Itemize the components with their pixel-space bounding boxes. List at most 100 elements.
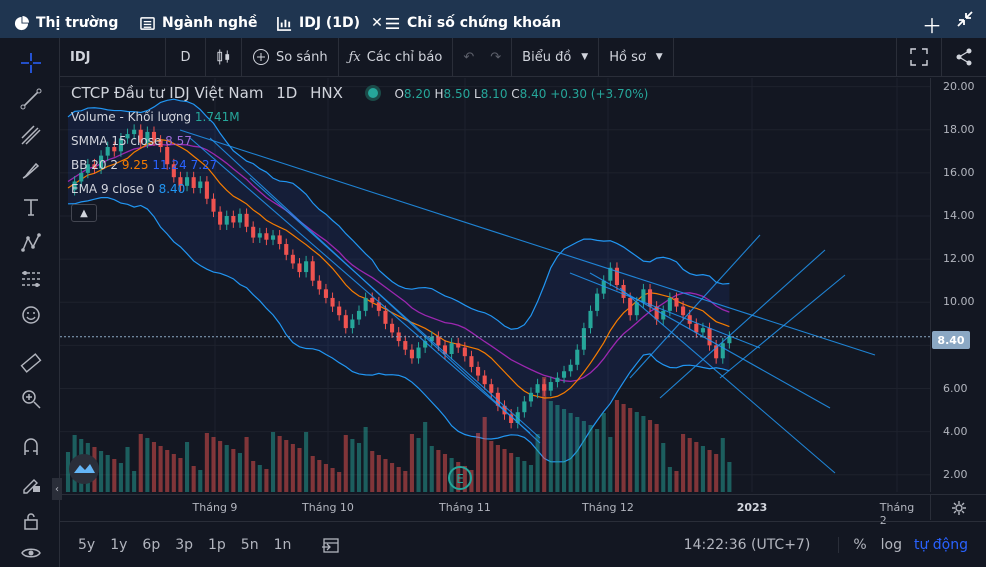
candle-body: [138, 129, 143, 143]
timeframe-1d[interactable]: 1n: [273, 536, 292, 553]
collapse-legend-button[interactable]: ▲: [71, 204, 97, 222]
volume-bar: [608, 437, 613, 492]
volume-bar: [647, 420, 653, 492]
candle-body: [601, 280, 606, 294]
candle-body: [409, 349, 414, 359]
auto-toggle[interactable]: tự động: [913, 536, 968, 553]
lock-icon[interactable]: [18, 508, 44, 534]
indicators-button[interactable]: ƒx Các chỉ báo: [339, 37, 454, 77]
volume-bar: [257, 465, 262, 492]
volume-bar: [218, 441, 223, 492]
pattern-icon[interactable]: [18, 230, 44, 256]
volume-bar: [270, 432, 276, 492]
last-price-label: 8.40: [932, 331, 970, 349]
volume-bar: [323, 464, 328, 492]
volume-bar: [462, 466, 467, 492]
candle-body: [396, 332, 401, 342]
candle-body: [231, 216, 236, 223]
candle-body: [561, 371, 567, 378]
clock-time[interactable]: 14:22:36 (UTC+7): [683, 536, 811, 553]
profile-dropdown[interactable]: Hồ sơ ▼: [599, 37, 674, 77]
volume-bar: [548, 401, 553, 492]
forecast-icon[interactable]: [18, 266, 44, 292]
redo-icon[interactable]: ↷: [490, 49, 502, 65]
tab-index[interactable]: Chỉ số chứng khoán: [385, 8, 561, 38]
tab-industry[interactable]: Ngành nghề: [140, 8, 257, 38]
timeframe-3m[interactable]: 3p: [175, 536, 193, 553]
candle-body: [151, 131, 157, 141]
magnet-icon[interactable]: [18, 434, 44, 460]
undo-icon[interactable]: ↶: [463, 49, 475, 65]
volume-bar: [184, 442, 190, 492]
trend-line-icon[interactable]: [18, 86, 44, 112]
timeframe-5d[interactable]: 5n: [240, 536, 259, 553]
collapse-toolbar-icon[interactable]: ‹: [52, 478, 62, 500]
interval-button[interactable]: D: [166, 37, 206, 77]
volume-bar: [105, 455, 110, 492]
volume-bar: [628, 408, 633, 492]
price-chart[interactable]: E: [60, 78, 930, 492]
candle-body: [495, 392, 500, 406]
compare-button[interactable]: So sánh: [242, 37, 339, 77]
candle-body: [476, 366, 481, 376]
log-toggle[interactable]: log: [880, 536, 902, 553]
timeframe-6m[interactable]: 6p: [142, 536, 161, 553]
go-to-date-icon[interactable]: [321, 536, 341, 554]
candle-body: [350, 319, 355, 329]
close-tab-icon[interactable]: ✕: [371, 15, 383, 31]
eye-icon[interactable]: [18, 540, 44, 566]
volume-bar: [681, 434, 686, 492]
timeframe-1m[interactable]: 1p: [208, 536, 226, 553]
text-tool-icon[interactable]: [18, 194, 44, 220]
settings-button[interactable]: [930, 494, 986, 520]
candle-body: [218, 211, 223, 225]
tab-market[interactable]: Thị trường: [14, 8, 118, 38]
tab-idj[interactable]: IDJ (1D) ✕: [277, 8, 383, 38]
tab-index-label: Chỉ số chứng khoán: [407, 15, 562, 31]
candle-type-button[interactable]: [206, 37, 242, 77]
candle-body: [112, 147, 117, 152]
pie-chart-icon: [14, 15, 29, 30]
percent-toggle[interactable]: %: [838, 536, 867, 553]
zoom-in-icon[interactable]: [18, 386, 44, 412]
low-label: L: [474, 87, 481, 101]
smma-line: [67, 143, 730, 383]
candle-body: [310, 261, 315, 281]
volume-bar: [178, 458, 183, 492]
volume-bar: [522, 461, 527, 492]
change-value: +0.30 (+3.70%): [550, 87, 649, 101]
symbol-search[interactable]: IDJ: [60, 37, 166, 77]
bollinger-lower-line: [67, 197, 730, 463]
price-axis[interactable]: 20.0018.0016.0014.0012.0010.008.006.004.…: [930, 78, 986, 492]
tab-bar: Thị trường Ngành nghề IDJ (1D) ✕ Chỉ số …: [0, 0, 986, 44]
crosshair-icon[interactable]: [18, 50, 44, 76]
pitchfork-icon[interactable]: [18, 122, 44, 148]
timeframe-5y[interactable]: 5y: [78, 536, 96, 553]
candle-body: [694, 323, 699, 333]
candle-body: [641, 289, 646, 303]
brush-icon[interactable]: [18, 158, 44, 184]
chart-type-dropdown[interactable]: Biểu đồ ▼: [512, 37, 600, 77]
lock-draw-icon[interactable]: [18, 470, 44, 496]
candle-body: [595, 293, 600, 311]
open-label: O: [394, 87, 404, 101]
candle-body: [509, 414, 514, 423]
candle-body: [548, 382, 553, 391]
trend-line: [569, 272, 761, 349]
time-axis[interactable]: Tháng 9 Tháng 10 Tháng 11 Tháng 12 2023 Tháng…: [60, 494, 930, 527]
share-button[interactable]: [942, 38, 986, 77]
add-tab-icon[interactable]: ＋: [922, 14, 942, 38]
volume-bar: [528, 465, 534, 492]
candle-body: [323, 289, 328, 298]
candle-body: [581, 328, 586, 350]
ruler-icon[interactable]: [18, 350, 44, 376]
time-tick: Tháng 12: [582, 501, 634, 514]
fullscreen-button[interactable]: [896, 37, 942, 77]
candle-body: [244, 213, 249, 227]
timeframe-1y[interactable]: 1y: [110, 536, 128, 553]
collapse-icon[interactable]: [956, 10, 974, 28]
candle-body: [79, 172, 84, 182]
candle-body: [165, 147, 170, 165]
low-value: 8.10: [480, 87, 508, 101]
emoji-icon[interactable]: [18, 302, 44, 328]
